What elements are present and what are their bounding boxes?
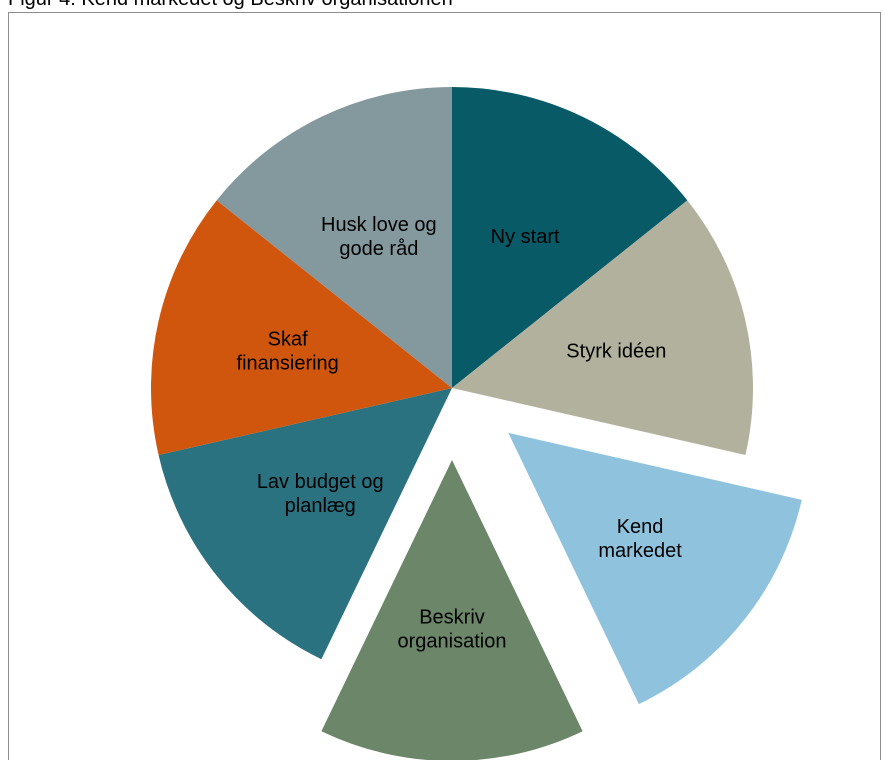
pie-slices <box>150 86 802 760</box>
pie-slice-label-2: Styrk idéen <box>566 340 666 362</box>
pie-slice-6 <box>150 200 452 455</box>
pie-slice-label-line: Skaf <box>268 328 308 350</box>
pie-slice-2 <box>452 200 753 455</box>
pie-slice-4 <box>321 460 583 760</box>
pie-slice-label-1: Ny start <box>491 226 560 248</box>
pie-slice-label-line: finansiering <box>237 352 339 374</box>
pie-slice-label-3: Kend markedet <box>598 516 682 562</box>
pie-slice-label-4: Beskriv organisation <box>398 607 507 653</box>
pie-slice-label-6: Skaf finansiering <box>237 328 339 374</box>
pie-labels: Ny start Styrk idéen Kend markedet Beskriv or… <box>237 214 683 652</box>
pie-slice-label-5: Lav budget og planlæg <box>257 471 384 517</box>
pie-slice-label-line: Husk love og <box>321 214 437 236</box>
pie-slice-label-line: Styrk idéen <box>566 340 666 362</box>
pie-slice-label-line: organisation <box>398 631 507 653</box>
pie-slice-3 <box>508 432 802 705</box>
pie-slice-7 <box>216 86 452 388</box>
pie-slice-1 <box>452 87 688 388</box>
pie-slice-5 <box>158 388 452 660</box>
pie-slice-label-line: gode råd <box>339 238 418 260</box>
pie-slice-label-7: Husk love og gode råd <box>321 214 437 260</box>
figure-caption: Figur 4: Kend markedet og Beskriv organi… <box>8 0 453 11</box>
pie-slice-label-line: Kend <box>617 516 664 538</box>
pie-slice-label-line: Lav budget og <box>257 471 384 493</box>
pie-slice-label-line: planlæg <box>285 495 356 517</box>
pie-slice-label-line: Ny start <box>491 226 560 248</box>
pie-slice-label-line: markedet <box>598 540 682 562</box>
pie-slice-label-line: Beskriv <box>419 607 485 629</box>
